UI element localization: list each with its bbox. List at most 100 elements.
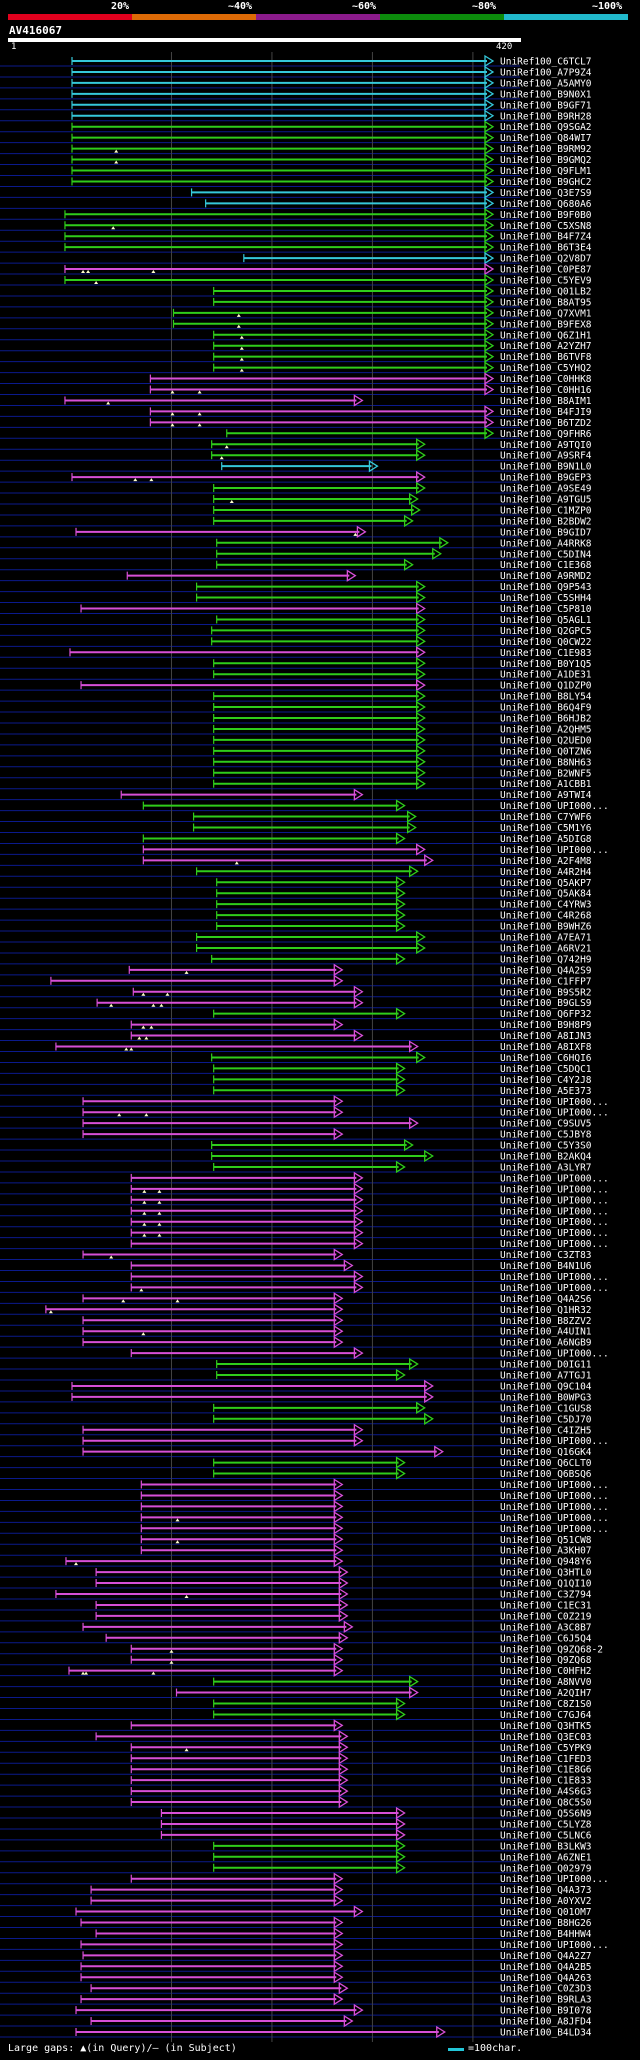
hit-label: UniRef100_B8HG26 bbox=[500, 1918, 592, 1929]
hit-arrow bbox=[484, 54, 495, 68]
hit-label: UniRef100_UPI000... bbox=[500, 1513, 609, 1524]
hit-label: UniRef100_Q4A2S6 bbox=[500, 1294, 592, 1305]
gap-marker bbox=[142, 1222, 147, 1226]
hit-label: UniRef100_B9GHC2 bbox=[500, 177, 592, 188]
gap-marker bbox=[234, 861, 239, 865]
hit-arrow bbox=[408, 1686, 419, 1699]
hit-row: UniRef100_A3LYR7 bbox=[213, 1160, 592, 1173]
gap-marker bbox=[84, 1671, 89, 1675]
hit-row: UniRef100_B4F7Z4 bbox=[64, 230, 592, 243]
gap-marker bbox=[149, 478, 154, 482]
gap-marker bbox=[159, 1003, 164, 1007]
hit-label: UniRef100_B9GEP3 bbox=[500, 473, 592, 484]
hit-label: UniRef100_A6ZNE1 bbox=[500, 1852, 592, 1863]
query-ruler bbox=[8, 38, 521, 42]
hit-arrow bbox=[484, 219, 495, 232]
gap-marker bbox=[157, 1200, 162, 1204]
gap-marker bbox=[353, 532, 358, 536]
legend-swatch-100 bbox=[504, 14, 628, 20]
hit-label: UniRef100_Q1HR32 bbox=[500, 1305, 592, 1316]
hit-row: UniRef100_B4LD34 bbox=[75, 2025, 592, 2039]
hit-row: UniRef100_Q01OM7 bbox=[75, 1905, 592, 1918]
hit-arrow bbox=[484, 240, 495, 254]
hit-arrow bbox=[424, 1379, 434, 1393]
gap-marker bbox=[157, 1211, 162, 1215]
hit-row: UniRef100_B8AIM1 bbox=[64, 394, 592, 407]
hit-label: UniRef100_UPI000... bbox=[500, 1524, 609, 1535]
hit-row: UniRef100_C5M1Y6 bbox=[192, 821, 592, 834]
hit-arrow bbox=[395, 1850, 406, 1863]
hit-arrow bbox=[338, 1741, 349, 1754]
hit-label: UniRef100_Q2UED0 bbox=[500, 735, 592, 746]
hit-label: UniRef100_C0Z3D3 bbox=[500, 1984, 592, 1995]
hit-label: UniRef100_C5SHH4 bbox=[500, 593, 592, 604]
hit-label: UniRef100_B6TZD2 bbox=[500, 418, 592, 429]
hit-label: UniRef100_B9H8P9 bbox=[500, 1020, 592, 1031]
hit-label: UniRef100_Q5AKP7 bbox=[500, 878, 592, 889]
hit-row: UniRef100_UPI000... bbox=[130, 1215, 609, 1228]
footer: Large gaps: ▲(in Query)/– (in Subject) =… bbox=[8, 2043, 628, 2057]
hit-row: UniRef100_C0Z3D3 bbox=[90, 1982, 592, 1995]
hit-row: UniRef100_C1E983 bbox=[69, 646, 592, 659]
hit-label: UniRef100_A2YZH7 bbox=[500, 341, 592, 352]
gap-marker bbox=[239, 368, 244, 372]
hit-label: UniRef100_UPI000... bbox=[500, 1349, 609, 1360]
gap-marker bbox=[142, 1200, 147, 1204]
hit-label: UniRef100_C1E368 bbox=[500, 560, 592, 571]
hit-label: UniRef100_Q6FP32 bbox=[500, 1009, 592, 1020]
hit-row: UniRef100_B9RH28 bbox=[71, 109, 592, 122]
hit-label: UniRef100_B9RLA3 bbox=[500, 1995, 592, 2006]
hit-arrow bbox=[333, 1894, 344, 1907]
alignment-chart: UniRef100_C6TCL7UniRef100_A7P9Z4UniRef10… bbox=[0, 52, 609, 2042]
hit-row: UniRef100_A9SE49 bbox=[213, 481, 592, 495]
hit-arrow bbox=[484, 186, 495, 199]
hit-row: UniRef100_Q4A263 bbox=[80, 1971, 592, 1984]
hit-arrow bbox=[338, 1982, 349, 1995]
hit-arrow bbox=[416, 624, 426, 637]
hit-label: UniRef100_B2WNF5 bbox=[500, 768, 592, 779]
hit-arrow bbox=[395, 1817, 406, 1831]
hit-arrow bbox=[353, 1905, 364, 1918]
hit-arrow bbox=[416, 941, 426, 955]
hit-arrow bbox=[343, 2014, 354, 2028]
hit-label: UniRef100_Q5AK84 bbox=[500, 889, 592, 900]
hit-row: UniRef100_C1E8G6 bbox=[130, 1763, 592, 1776]
hit-row: UniRef100_A1CBB1 bbox=[213, 777, 592, 790]
hit-label: UniRef100_B4F7Z4 bbox=[500, 232, 592, 243]
gap-marker bbox=[151, 1003, 156, 1007]
hit-arrow bbox=[333, 1916, 344, 1929]
hit-label: UniRef100_UPI000... bbox=[500, 1480, 609, 1491]
hit-label: UniRef100_UPI000... bbox=[500, 1940, 609, 1951]
hit-row: UniRef100_B2WNF5 bbox=[213, 766, 592, 779]
hit-arrow bbox=[353, 1281, 364, 1294]
hit-label: UniRef100_B4HHW4 bbox=[500, 1929, 592, 1940]
hit-label: UniRef100_B0WPG3 bbox=[500, 1392, 592, 1403]
hit-label: UniRef100_A9TWI4 bbox=[500, 790, 592, 801]
hit-row: UniRef100_C0HHK8 bbox=[149, 372, 592, 385]
hit-label: UniRef100_C0Z219 bbox=[500, 1611, 592, 1622]
hit-row: UniRef100_C5P810 bbox=[80, 602, 592, 615]
gap-marker bbox=[133, 478, 138, 482]
hit-label: UniRef100_Q4A2Z7 bbox=[500, 1951, 592, 1962]
hit-arrow bbox=[416, 711, 426, 725]
hit-label: UniRef100_Q51CW8 bbox=[500, 1535, 592, 1546]
hit-arrow bbox=[416, 700, 426, 714]
hit-row: UniRef100_Q680A6 bbox=[205, 197, 592, 210]
hit-arrow bbox=[333, 1335, 344, 1349]
hit-row: UniRef100_A9TWI4 bbox=[120, 788, 592, 801]
hit-row: UniRef100_C5DQC1 bbox=[213, 1062, 592, 1075]
hit-label: UniRef100_C5XSN8 bbox=[500, 221, 592, 232]
hit-arrow bbox=[484, 405, 495, 418]
hit-label: UniRef100_B2AKQ4 bbox=[500, 1152, 592, 1163]
hit-row: UniRef100_Q6Z1H1 bbox=[213, 328, 592, 341]
hit-row: UniRef100_A4R2H4 bbox=[195, 865, 592, 878]
hit-row: UniRef100_UPI000... bbox=[80, 1938, 609, 1951]
hit-row: UniRef100_Q6BSQ6 bbox=[213, 1467, 592, 1480]
hit-arrow bbox=[484, 76, 495, 90]
hit-label: UniRef100_C5DJ70 bbox=[500, 1414, 592, 1425]
hit-arrow bbox=[416, 668, 426, 681]
hit-label: UniRef100_Q01OM7 bbox=[500, 1907, 592, 1918]
hit-row: UniRef100_B9I078 bbox=[75, 2003, 592, 2017]
hit-label: UniRef100_C5YPK9 bbox=[500, 1743, 592, 1754]
gap-marker bbox=[169, 1649, 174, 1653]
